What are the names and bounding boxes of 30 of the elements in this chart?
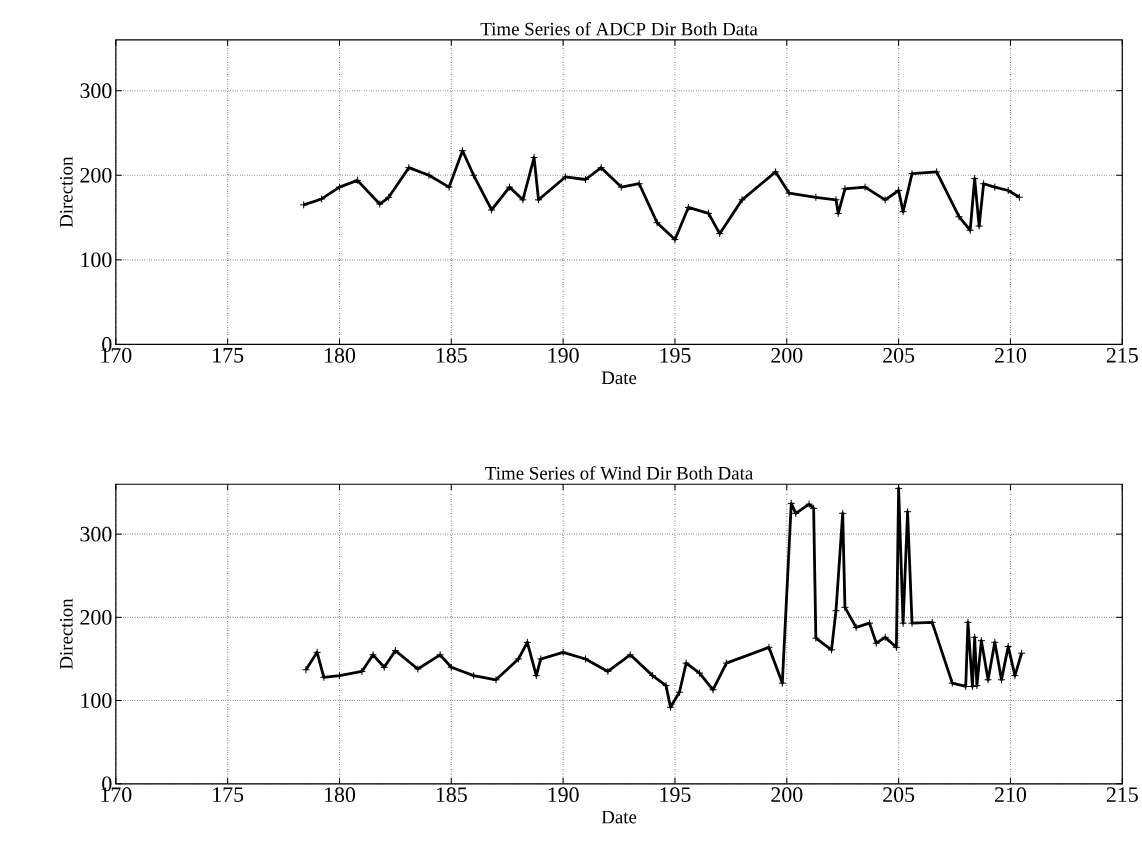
x-tick-label: 195 (660, 787, 691, 803)
x-tick-label: 185 (436, 348, 467, 363)
x-tick-label: 175 (213, 787, 244, 803)
x-tick-label: 215 (1106, 348, 1138, 363)
y-tick-label: 200 (80, 610, 112, 625)
x-tick-label: 190 (548, 348, 579, 363)
x-tick-label: 190 (548, 787, 579, 803)
y-tick-label: 100 (81, 693, 112, 709)
x-tick-label: 195 (660, 348, 691, 363)
x-tick-label: 185 (436, 787, 467, 803)
x-tick-label: 215 (1106, 787, 1138, 803)
y-tick-label: 100 (81, 252, 112, 268)
x-tick-label: 205 (883, 348, 915, 363)
x-tick-label: 210 (995, 787, 1027, 803)
x-tick-label: 200 (771, 348, 803, 363)
x-tick-label: 205 (883, 787, 915, 803)
chart-title: Time Series of Wind Dir Both Data (485, 466, 753, 480)
x-tick-label: 210 (995, 348, 1027, 363)
x-tick-label: 180 (324, 787, 356, 803)
x-tick-label: 200 (771, 787, 803, 803)
y-tick-label: 300 (80, 83, 112, 99)
y-tick-label: 300 (80, 526, 112, 542)
x-axis-title: Date (601, 371, 637, 385)
y-axis-title: Direction (59, 598, 73, 670)
chart-title: Time Series of ADCP Dir Both Data (480, 22, 758, 36)
x-axis-title: Date (601, 811, 637, 824)
x-tick-label: 175 (213, 348, 244, 363)
x-tick-label: 180 (324, 348, 356, 363)
y-tick-label: 200 (80, 168, 112, 183)
y-axis-title: Direction (59, 156, 73, 228)
